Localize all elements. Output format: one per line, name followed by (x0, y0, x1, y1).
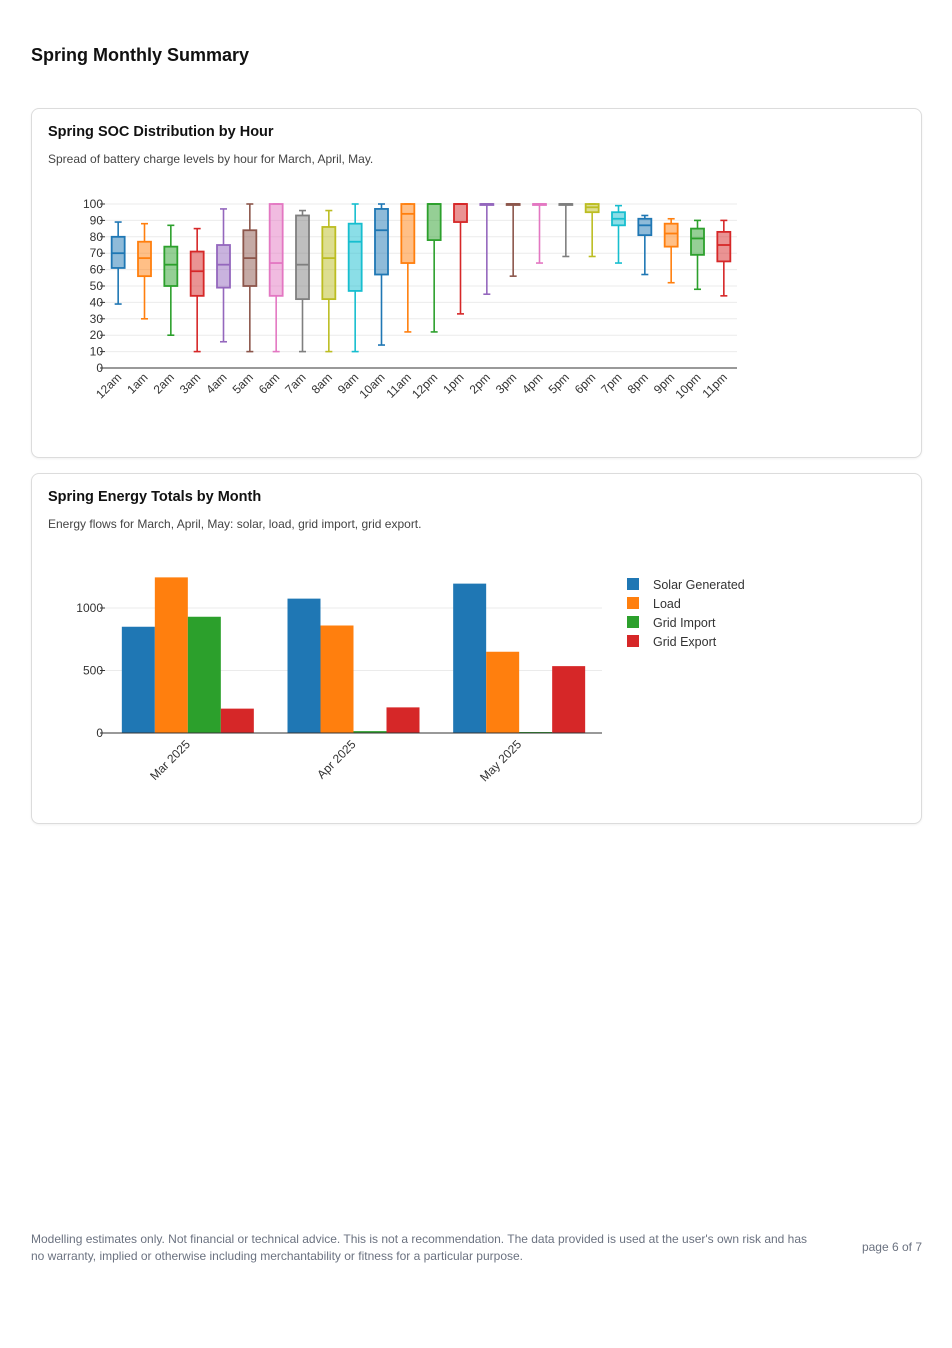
x-tick-label: 3pm (493, 370, 519, 396)
card-subtitle: Spread of battery charge levels by hour … (48, 152, 374, 166)
legend-label: Grid Export (653, 635, 717, 649)
bar-grid-import (353, 731, 387, 733)
x-tick-label: 4am (203, 370, 229, 396)
box-3am (189, 250, 205, 297)
card-subtitle: Energy flows for March, April, May: sola… (48, 517, 422, 531)
bar-grid-import (187, 616, 221, 733)
x-tick-label: 1am (124, 370, 150, 396)
legend-label: Load (653, 597, 681, 611)
x-tick-label: 12pm (409, 370, 440, 401)
y-tick-label: 40 (90, 295, 104, 309)
x-tick-label: 10pm (672, 370, 703, 401)
y-tick-label: 90 (90, 213, 104, 227)
x-tick-label: 5pm (546, 370, 572, 396)
y-tick-label: 50 (90, 279, 104, 293)
y-tick-label: 0 (96, 726, 103, 740)
disclaimer-text: Modelling estimates only. Not financial … (31, 1232, 808, 1263)
x-tick-label: 4pm (519, 370, 545, 396)
bar-grid-export (386, 707, 420, 733)
bar-load (486, 651, 520, 733)
x-tick-label: 1pm (440, 370, 466, 396)
box-9am (347, 222, 363, 292)
bar-solar-generated (121, 626, 155, 733)
y-tick-label: 20 (90, 328, 104, 342)
y-tick-label: 100 (83, 197, 103, 211)
x-tick-label: 5am (230, 370, 256, 396)
box-6am (268, 203, 284, 297)
box-12pm (426, 203, 442, 241)
box-10am (374, 208, 389, 276)
page-number: page 6 of 7 (861, 1240, 922, 1254)
x-tick-label: 11am (383, 370, 414, 401)
legend-swatch (627, 635, 639, 647)
bar-load (320, 625, 354, 733)
legend-label: Solar Generated (653, 578, 745, 592)
legend-swatch (627, 597, 639, 609)
bar-solar-generated (453, 583, 487, 733)
bar-grid-export (552, 666, 586, 733)
x-tick-label: 8pm (625, 370, 651, 396)
x-tick-label: 2pm (467, 370, 493, 396)
y-tick-label: 60 (90, 263, 104, 277)
box-11pm (716, 230, 732, 263)
card-title: Spring Energy Totals by Month (48, 489, 262, 505)
legend-swatch (627, 578, 639, 590)
box-4am (216, 244, 231, 289)
y-tick-label: 10 (90, 345, 104, 359)
energy-totals-card: Spring Energy Totals by Month Energy flo… (31, 473, 922, 824)
box-1pm (453, 203, 468, 223)
x-tick-label: 3am (177, 370, 203, 396)
soc-distribution-card: Spring SOC Distribution by Hour Spread o… (31, 108, 922, 458)
x-tick-label: Mar 2025 (147, 737, 193, 783)
box-8pm (637, 217, 653, 237)
energy-bar-chart: 0 500 1000 Mar 2025 Apr 2025 May 2025 Solar Ge… (76, 577, 745, 784)
x-tick-label: 2am (151, 370, 177, 396)
x-tick-label: 7am (282, 370, 308, 396)
box-10pm (690, 227, 705, 256)
y-tick-label: 0 (96, 361, 103, 375)
x-tick-label: 7pm (598, 370, 624, 396)
box-8am (321, 226, 337, 301)
x-tick-label: 8am (309, 370, 335, 396)
box-7am (295, 214, 310, 301)
legend-label: Grid Import (653, 616, 716, 630)
x-tick-label: May 2025 (477, 737, 524, 784)
card-title: Spring SOC Distribution by Hour (48, 124, 274, 140)
box-2am (163, 245, 179, 287)
x-tick-label: 6am (256, 370, 282, 396)
x-tick-label: Apr 2025 (314, 737, 359, 782)
y-tick-label: 1000 (76, 601, 103, 615)
page-title: Spring Monthly Summary (31, 45, 250, 65)
y-tick-label: 70 (90, 246, 104, 260)
x-tick-label: 10am (356, 370, 387, 401)
bar-load (154, 577, 188, 733)
box-9pm (663, 222, 679, 248)
x-tick-label: 6pm (572, 370, 598, 396)
y-tick-label: 80 (90, 230, 104, 244)
legend-swatch (627, 616, 639, 628)
y-tick-label: 30 (90, 312, 104, 326)
bar-grid-export (220, 708, 254, 733)
box-11am (400, 203, 416, 264)
y-tick-label: 500 (83, 664, 103, 678)
x-tick-label: 11pm (699, 370, 730, 401)
bar-solar-generated (287, 598, 321, 733)
